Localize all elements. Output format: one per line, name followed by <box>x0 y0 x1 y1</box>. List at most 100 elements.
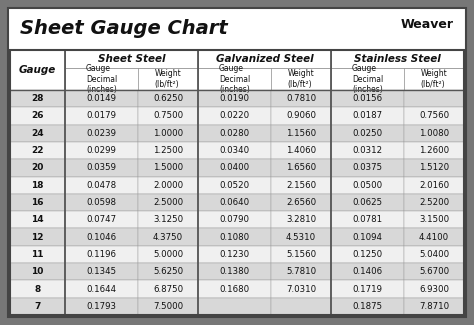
Bar <box>10 263 65 280</box>
Text: Weight
(lb/ft²): Weight (lb/ft²) <box>421 69 447 89</box>
Bar <box>10 107 65 124</box>
Text: 3.1500: 3.1500 <box>419 215 449 224</box>
Text: Gauge
Decimal
(inches): Gauge Decimal (inches) <box>86 64 117 94</box>
Bar <box>65 142 138 159</box>
Bar <box>331 228 404 246</box>
Text: 0.7560: 0.7560 <box>419 111 449 121</box>
Bar <box>10 159 65 176</box>
Text: 0.7810: 0.7810 <box>286 94 316 103</box>
Text: 2.0160: 2.0160 <box>419 181 449 190</box>
Text: 7.5000: 7.5000 <box>153 302 183 311</box>
Bar <box>404 211 464 228</box>
Text: 10: 10 <box>31 267 44 276</box>
Bar <box>331 194 404 211</box>
Bar <box>331 211 404 228</box>
Text: 0.0790: 0.0790 <box>219 215 250 224</box>
Text: Sheet Steel: Sheet Steel <box>98 54 165 64</box>
Bar <box>198 280 271 298</box>
Text: 0.1680: 0.1680 <box>219 285 250 293</box>
Bar <box>404 194 464 211</box>
Bar <box>198 194 271 211</box>
Text: 1.4060: 1.4060 <box>286 146 316 155</box>
Text: 0.0375: 0.0375 <box>353 163 383 172</box>
Bar <box>138 228 198 246</box>
Bar <box>198 298 271 315</box>
Bar <box>271 176 331 194</box>
Bar <box>10 246 65 263</box>
Bar <box>271 228 331 246</box>
Text: 3.1250: 3.1250 <box>153 215 183 224</box>
Text: 0.0400: 0.0400 <box>219 163 250 172</box>
Bar <box>404 298 464 315</box>
Bar <box>331 159 404 176</box>
Bar <box>271 246 331 263</box>
Text: 8: 8 <box>35 285 41 293</box>
Text: 0.0781: 0.0781 <box>353 215 383 224</box>
Text: 1.5120: 1.5120 <box>419 163 449 172</box>
Bar <box>271 142 331 159</box>
Bar <box>65 263 138 280</box>
Bar <box>198 263 271 280</box>
Bar <box>198 50 331 68</box>
Bar <box>331 280 404 298</box>
Text: 14: 14 <box>31 215 44 224</box>
Bar <box>404 263 464 280</box>
Text: 0.0312: 0.0312 <box>353 146 383 155</box>
Bar <box>65 228 138 246</box>
Text: 0.0340: 0.0340 <box>219 146 250 155</box>
Bar <box>404 107 464 124</box>
Text: 0.0149: 0.0149 <box>87 94 117 103</box>
Text: 0.1250: 0.1250 <box>353 250 383 259</box>
Text: 5.6250: 5.6250 <box>153 267 183 276</box>
Bar <box>65 50 198 68</box>
Text: 16: 16 <box>31 198 44 207</box>
Bar <box>404 246 464 263</box>
Bar <box>331 107 404 124</box>
Bar <box>331 263 404 280</box>
Bar <box>198 159 271 176</box>
Text: 0.0625: 0.0625 <box>353 198 383 207</box>
Text: Weight
(lb/ft²): Weight (lb/ft²) <box>155 69 182 89</box>
Bar <box>331 68 404 90</box>
Bar <box>198 107 271 124</box>
Bar <box>404 124 464 142</box>
Text: 0.1380: 0.1380 <box>219 267 250 276</box>
Bar <box>271 298 331 315</box>
Bar <box>271 280 331 298</box>
Text: 0.0220: 0.0220 <box>219 111 250 121</box>
Text: 4.5310: 4.5310 <box>286 233 316 241</box>
Text: Gauge
Decimal
(inches): Gauge Decimal (inches) <box>219 64 250 94</box>
Bar <box>404 176 464 194</box>
Text: 0.1345: 0.1345 <box>87 267 117 276</box>
Text: 0.0747: 0.0747 <box>87 215 117 224</box>
Bar <box>10 142 65 159</box>
Bar <box>271 90 331 107</box>
Text: 11: 11 <box>31 250 44 259</box>
Text: Gauge: Gauge <box>19 65 56 75</box>
Bar <box>10 194 65 211</box>
Text: 0.9060: 0.9060 <box>286 111 316 121</box>
Text: 2.5200: 2.5200 <box>419 198 449 207</box>
Text: 5.0400: 5.0400 <box>419 250 449 259</box>
Text: 5.7810: 5.7810 <box>286 267 316 276</box>
Text: 0.6250: 0.6250 <box>153 94 183 103</box>
Text: 7.0310: 7.0310 <box>286 285 316 293</box>
Text: 1.2600: 1.2600 <box>419 146 449 155</box>
Text: 1.2500: 1.2500 <box>153 146 183 155</box>
Text: 0.0520: 0.0520 <box>219 181 250 190</box>
Bar <box>271 68 331 90</box>
Bar <box>138 176 198 194</box>
Text: Galvanized Steel: Galvanized Steel <box>216 54 313 64</box>
Bar <box>404 228 464 246</box>
Bar <box>331 176 404 194</box>
Bar <box>198 228 271 246</box>
Text: 1.6560: 1.6560 <box>286 163 316 172</box>
Bar <box>10 50 464 315</box>
Text: 0.1793: 0.1793 <box>87 302 117 311</box>
Text: 0.1196: 0.1196 <box>87 250 117 259</box>
Bar <box>10 176 65 194</box>
Text: 1.5000: 1.5000 <box>153 163 183 172</box>
Bar <box>271 194 331 211</box>
Bar <box>138 194 198 211</box>
Bar <box>198 246 271 263</box>
